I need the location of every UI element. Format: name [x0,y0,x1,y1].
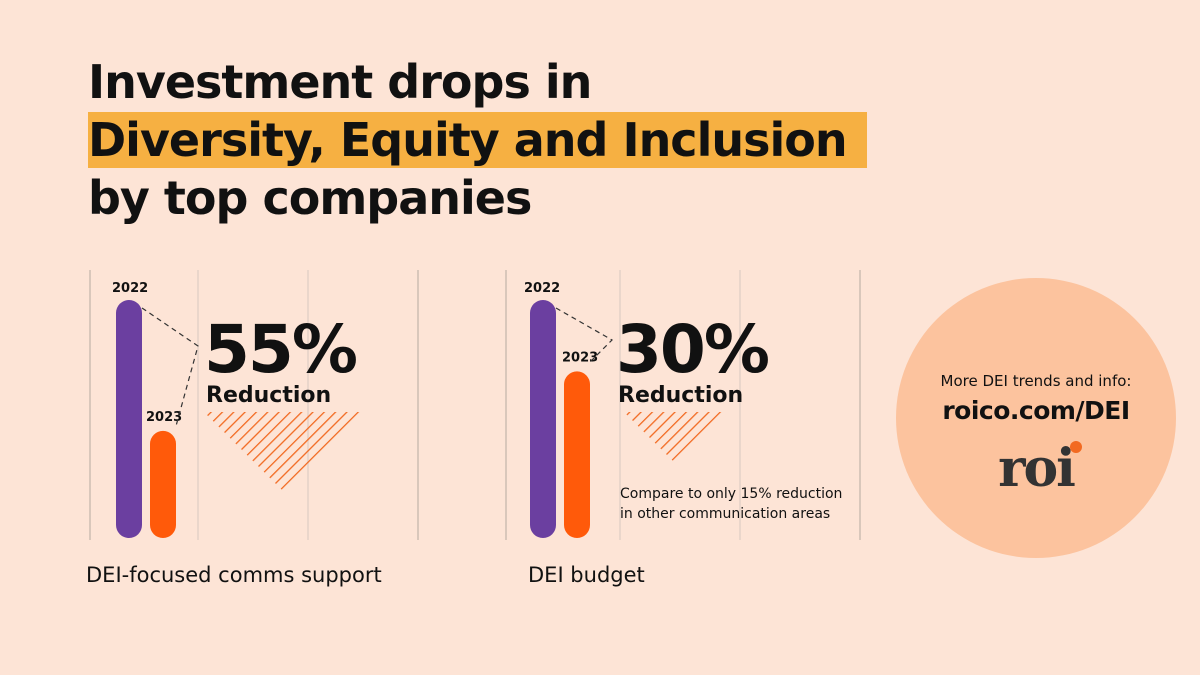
year-label-2023: 2023 [562,350,598,365]
promo-circle: More DEI trends and info: roico.com/DEI … [896,278,1176,558]
connector-line [141,307,199,427]
logo-dot-icon [1070,441,1082,453]
panel-label: DEI-focused comms support [86,563,382,587]
year-label-2022: 2022 [524,281,560,296]
comparison-note-line-2: in other communication areas [620,506,830,522]
year-label-2022: 2022 [112,281,148,296]
reduction-label: Reduction [618,383,743,408]
reduction-hatch-triangle [624,412,724,462]
connector-line [555,307,613,363]
bar-2023 [150,430,176,538]
comparison-note-line-1: Compare to only 15% reduction [620,486,842,502]
reduction-label: Reduction [206,383,331,408]
bar-2022 [116,300,142,538]
chart-panel-dei-budget: 2022 2023 30% Reduction Compare to only … [505,270,861,587]
title-line-1: Investment drops in [88,55,592,109]
promo-link[interactable]: roico.com/DEI [942,396,1130,425]
reduction-percent: 55% [204,311,357,388]
promo-text: More DEI trends and info: [940,372,1132,390]
reduction-percent: 30% [616,311,769,388]
year-label-2023: 2023 [146,410,182,425]
panel-label: DEI budget [528,563,645,587]
reduction-hatch-triangle [204,412,368,494]
roi-logo: roi [998,438,1076,499]
bar-2023 [564,371,590,538]
title-line-2-highlighted: Diversity, Equity and Inclusion [88,112,867,168]
page-title: Investment drops in Diversity, Equity an… [88,54,867,226]
chart-panel-comms-support: 2022 2023 55% Reduction DEI-focused comm… [86,270,419,587]
bar-2022 [530,300,556,538]
title-line-3: by top companies [88,171,532,225]
